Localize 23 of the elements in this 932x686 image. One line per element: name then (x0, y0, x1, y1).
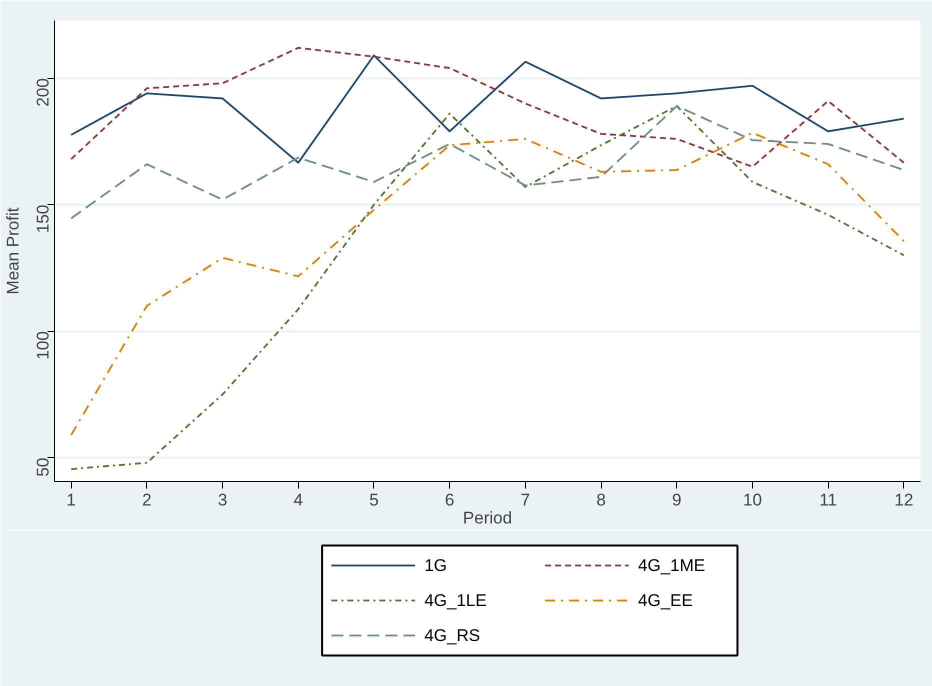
x-tick-label: 8 (596, 490, 606, 510)
x-tick-label: 2 (142, 490, 152, 510)
legend-label: 4G_EE (638, 591, 693, 610)
y-tick-label: 150 (34, 204, 52, 234)
y-axis-title: Mean Profit (4, 207, 22, 294)
y-tick-label: 100 (34, 331, 52, 360)
x-tick-label: 5 (369, 490, 379, 510)
x-tick-label: 11 (819, 490, 837, 510)
legend-label: 4G_1LE (424, 591, 487, 610)
legend-label: 4G_RS (424, 626, 480, 645)
x-tick-label: 12 (894, 490, 914, 510)
legend-label: 1G (424, 556, 448, 575)
y-tick-label: 50 (34, 458, 52, 477)
x-tick-label: 7 (520, 490, 530, 510)
x-axis-title: Period (462, 508, 512, 528)
x-tick-label: 3 (218, 490, 228, 510)
legend-label: 4G_1ME (638, 556, 706, 575)
x-tick-label: 4 (294, 490, 303, 510)
x-tick-label: 6 (444, 490, 454, 510)
x-tick-label: 1 (66, 490, 76, 510)
y-tick-label: 200 (34, 78, 52, 107)
x-tick-label: 9 (672, 490, 682, 510)
x-tick-label: 10 (742, 490, 762, 510)
